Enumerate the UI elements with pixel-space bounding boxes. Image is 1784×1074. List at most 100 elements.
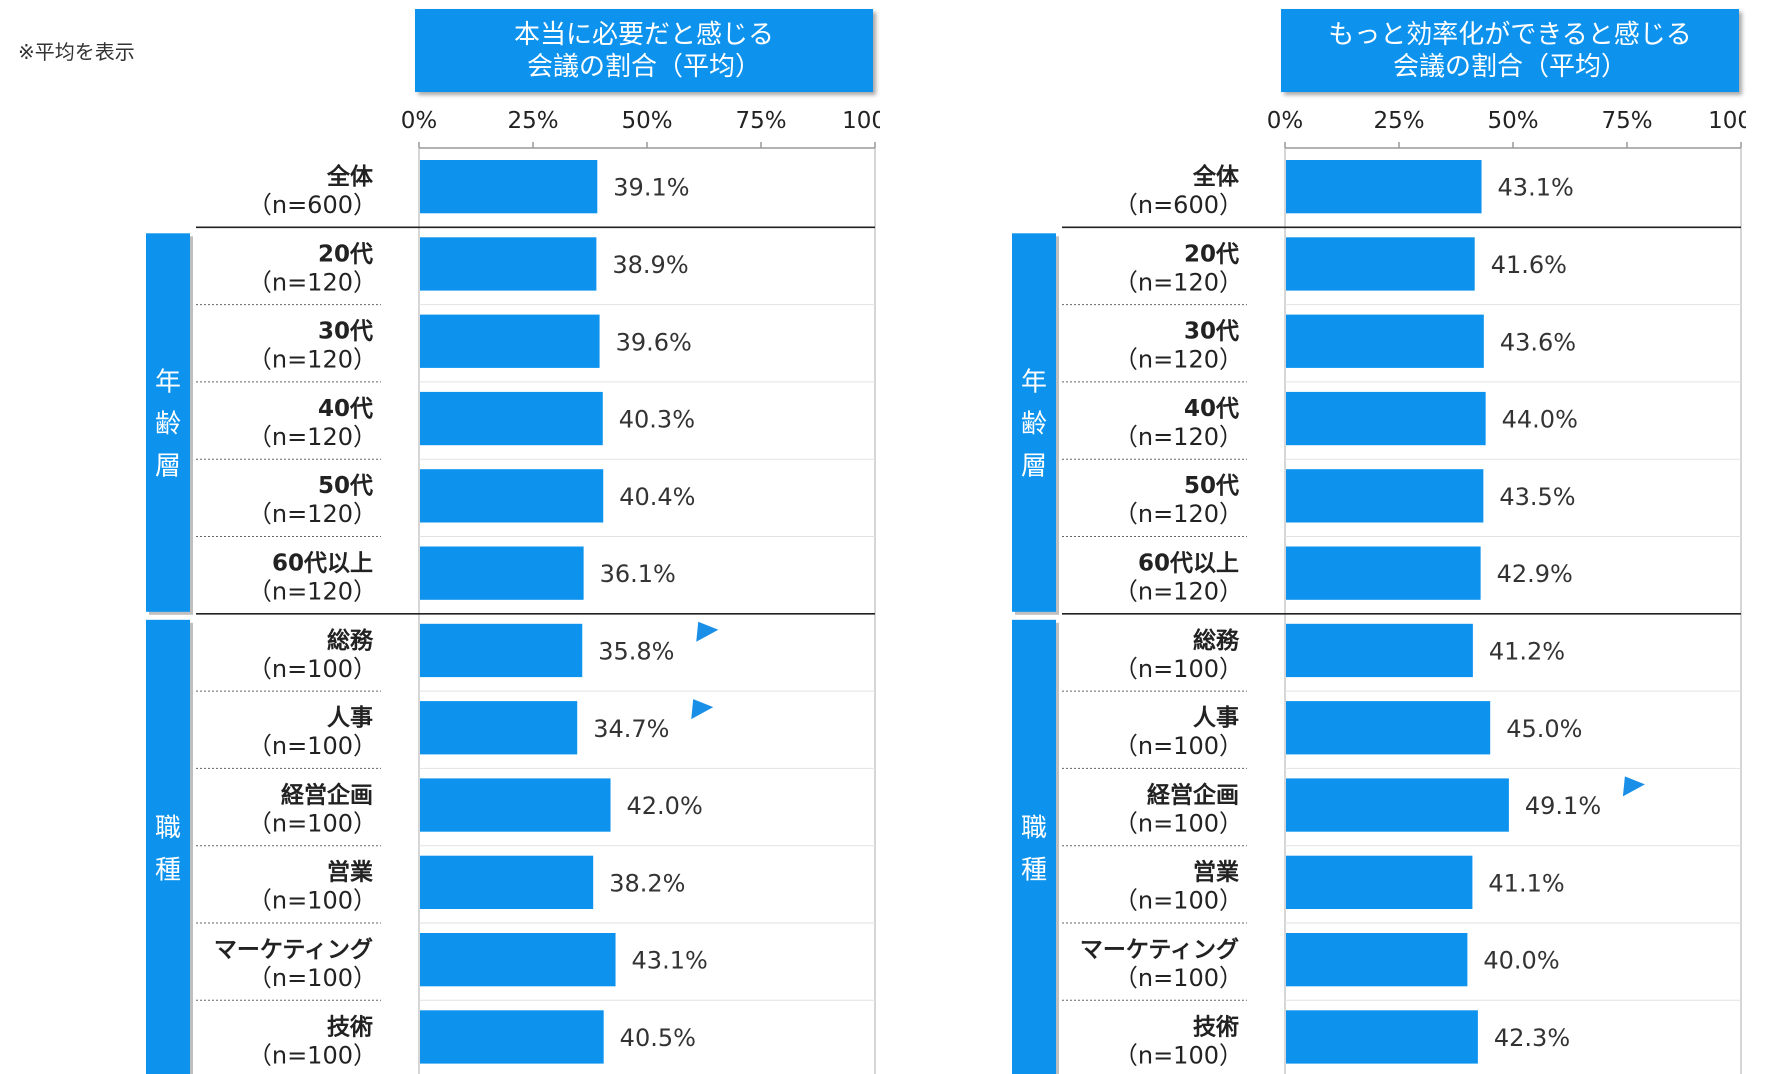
row-sample-size: （n=100） — [248, 887, 377, 915]
chart-title-necessary: 本当に必要だと感じる 会議の割合（平均） — [415, 9, 873, 92]
bar-value-label: 43.6% — [1500, 328, 1576, 356]
group-label-char: 層 — [1021, 452, 1047, 482]
row-sample-size: （n=100） — [248, 1041, 377, 1069]
bar-value-label: 43.5% — [1499, 483, 1575, 511]
bar — [420, 855, 594, 909]
bar-value-label: 41.1% — [1488, 869, 1564, 897]
row-label: 全体 — [326, 163, 374, 190]
row-label: 40代 — [1184, 396, 1239, 422]
row-label: 総務 — [327, 627, 374, 654]
row-sample-size: （n=120） — [248, 500, 377, 528]
row-label: 総務 — [1193, 627, 1240, 654]
bar-value-label: 40.0% — [1483, 947, 1559, 975]
bar-value-label: 44.0% — [1502, 406, 1578, 434]
row-sample-size: （n=600） — [248, 191, 377, 219]
row-label: 30代 — [1184, 319, 1239, 345]
row-label: 経営企画 — [281, 781, 373, 808]
bar — [420, 546, 584, 600]
row-label: 60代以上 — [1138, 551, 1239, 577]
group-label-char: 年 — [155, 368, 181, 398]
bar — [420, 237, 597, 291]
row-sample-size: （n=100） — [248, 964, 377, 992]
row-sample-size: （n=100） — [1114, 1041, 1243, 1069]
x-tick-label: 25% — [1373, 108, 1424, 134]
group-label-char: 層 — [155, 452, 181, 482]
bar — [420, 701, 578, 755]
bar — [420, 933, 616, 987]
group-label-char: 種 — [1021, 856, 1047, 886]
row-label: 50代 — [1184, 473, 1239, 499]
x-tick-label: 100% — [842, 108, 880, 134]
bar — [420, 469, 604, 523]
row-sample-size: （n=120） — [248, 268, 377, 296]
bar — [1286, 701, 1491, 755]
row-label: 人事 — [327, 705, 373, 731]
x-tick-label: 0% — [401, 108, 438, 134]
row-label: 30代 — [318, 319, 373, 345]
row-sample-size: （n=100） — [1114, 887, 1243, 915]
row-label: 人事 — [1193, 705, 1239, 731]
row-sample-size: （n=120） — [1114, 423, 1243, 451]
row-sample-size: （n=120） — [1114, 500, 1243, 528]
group-box — [146, 619, 190, 1074]
bar-chart-efficiency: 0%25%50%75%100%年齢層職種全体（n=600）43.1%20代（n=… — [1012, 108, 1746, 1074]
significance-marker-icon — [1622, 776, 1645, 797]
bar — [1286, 1010, 1478, 1064]
group-box — [146, 233, 190, 612]
bar — [420, 314, 600, 368]
x-tick-label: 75% — [1601, 108, 1652, 134]
row-sample-size: （n=120） — [248, 423, 377, 451]
bar — [1286, 855, 1473, 909]
row-sample-size: （n=100） — [1114, 964, 1243, 992]
bar-value-label: 42.9% — [1497, 560, 1573, 588]
bar — [1286, 160, 1482, 214]
chart-title-line2: 会議の割合（平均） — [526, 51, 761, 82]
bar — [1286, 237, 1475, 291]
x-tick-label: 100% — [1708, 108, 1746, 134]
bar-value-label: 35.8% — [598, 637, 674, 665]
row-label: 50代 — [318, 473, 373, 499]
bar-value-label: 40.3% — [619, 406, 695, 434]
row-sample-size: （n=100） — [1114, 732, 1243, 760]
bar-value-label: 39.1% — [613, 174, 689, 202]
row-label: 経営企画 — [1147, 781, 1239, 808]
row-sample-size: （n=120） — [1114, 578, 1243, 606]
bar-value-label: 40.5% — [620, 1024, 696, 1052]
row-label: 営業 — [1193, 859, 1240, 886]
bar-value-label: 39.6% — [616, 328, 692, 356]
bar-value-label: 38.9% — [612, 251, 688, 279]
significance-marker-icon — [691, 699, 714, 720]
bar — [420, 391, 603, 446]
average-note: ※平均を表示 — [18, 40, 135, 64]
group-label-char: 齢 — [1021, 410, 1047, 440]
row-label: 20代 — [1184, 241, 1239, 267]
row-label: 全体 — [1192, 163, 1240, 190]
row-sample-size: （n=100） — [248, 655, 377, 683]
row-label: 技術 — [1193, 1013, 1239, 1040]
bar-value-label: 43.1% — [1498, 174, 1574, 202]
row-label: 技術 — [327, 1013, 373, 1040]
row-label: 営業 — [327, 859, 374, 886]
bar — [1286, 469, 1484, 523]
bar-value-label: 34.7% — [593, 715, 669, 743]
significance-marker-icon — [696, 621, 719, 642]
row-sample-size: （n=120） — [1114, 268, 1243, 296]
row-sample-size: （n=100） — [248, 809, 377, 837]
bar — [1286, 391, 1486, 446]
bar-value-label: 43.1% — [632, 947, 708, 975]
bar — [420, 160, 598, 214]
chart-title-line1: 本当に必要だと感じる — [513, 19, 774, 50]
bar — [1286, 623, 1473, 678]
bar-value-label: 41.2% — [1489, 637, 1565, 665]
row-label: 60代以上 — [272, 551, 373, 577]
bar — [1286, 778, 1509, 832]
bar-value-label: 42.3% — [1494, 1024, 1570, 1052]
chart-title-line1: もっと効率化ができると感じる — [1328, 19, 1692, 50]
row-sample-size: （n=100） — [1114, 809, 1243, 837]
bar-value-label: 45.0% — [1506, 715, 1582, 743]
bar-value-label: 49.1% — [1525, 792, 1601, 820]
x-tick-label: 25% — [507, 108, 558, 134]
group-label-char: 齢 — [155, 410, 181, 440]
x-tick-label: 75% — [735, 108, 786, 134]
chart-panel-efficiency: もっと効率化ができると感じる 会議の割合（平均） 0% 25% 50% 75% 100%… — [866, 0, 1746, 1074]
